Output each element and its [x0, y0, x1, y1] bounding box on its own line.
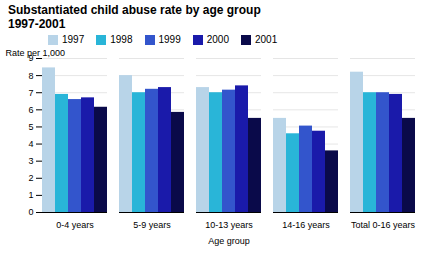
html-text:1997-2001: 1997-2001 [8, 17, 66, 31]
svg-text:9: 9 [28, 53, 34, 64]
svg-text:6: 6 [28, 105, 33, 115]
svg-text:5: 5 [28, 122, 33, 132]
svg-text:Age group: Age group [208, 236, 250, 246]
svg-text:0-4 years: 0-4 years [56, 220, 94, 230]
svg-text:1: 1 [28, 190, 33, 200]
html-text:1998: 1998 [110, 34, 133, 45]
svg-text:5-9 years: 5-9 years [133, 220, 171, 230]
html-text:2000: 2000 [206, 34, 229, 45]
html-text:Substantiated child abuse rate: Substantiated child abuse rate by age gr… [8, 3, 261, 17]
svg-text:7: 7 [28, 88, 33, 98]
svg-text:3: 3 [28, 156, 33, 166]
svg-text:10-13 years: 10-13 years [205, 220, 253, 230]
html-text:1997: 1997 [62, 34, 85, 45]
html-text:2001: 2001 [255, 34, 278, 45]
svg-text:8: 8 [28, 70, 33, 80]
svg-text:4: 4 [28, 139, 33, 149]
svg-text:Rate per 1,000: Rate per 1,000 [6, 48, 66, 58]
svg-text:Total 0-16 years: Total 0-16 years [351, 220, 416, 230]
html-text:1999: 1999 [158, 34, 181, 45]
svg-text:0: 0 [28, 207, 33, 217]
svg-text:14-16 years: 14-16 years [282, 220, 330, 230]
svg-text:2: 2 [28, 173, 33, 183]
